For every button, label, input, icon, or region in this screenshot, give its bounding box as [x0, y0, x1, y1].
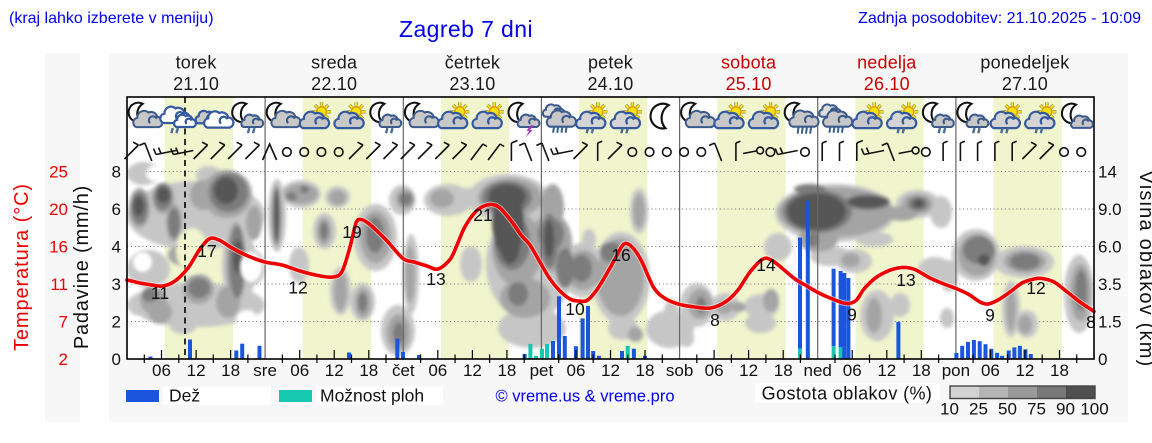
svg-text:8: 8: [1086, 312, 1096, 332]
svg-text:100: 100: [1080, 400, 1108, 419]
svg-text:06: 06: [981, 361, 1000, 380]
svg-text:© vreme.us & vreme.pro: © vreme.us & vreme.pro: [495, 388, 674, 406]
svg-text:12: 12: [187, 361, 206, 380]
svg-text:pet: pet: [530, 361, 554, 380]
svg-text:21: 21: [473, 205, 492, 225]
svg-text:Možnost ploh: Možnost ploh: [320, 386, 424, 406]
svg-text:12: 12: [325, 361, 344, 380]
svg-text:75: 75: [1027, 400, 1046, 419]
svg-text:Zadnja posodobitev: 21.10.2025: Zadnja posodobitev: 21.10.2025 - 10:09: [858, 10, 1141, 27]
svg-text:17: 17: [197, 241, 216, 261]
svg-text:Dež: Dež: [169, 386, 200, 406]
svg-text:1.5: 1.5: [1098, 313, 1122, 332]
svg-text:6.0: 6.0: [1098, 238, 1122, 257]
svg-text:Gostota oblakov (%): Gostota oblakov (%): [762, 384, 933, 404]
svg-text:8: 8: [710, 310, 720, 330]
svg-text:0: 0: [1098, 350, 1107, 369]
svg-text:16: 16: [611, 245, 630, 265]
svg-text:Višina oblakov (km): Višina oblakov (km): [1135, 171, 1152, 368]
svg-text:11: 11: [50, 275, 68, 294]
svg-text:12: 12: [601, 361, 620, 380]
svg-text:ned: ned: [804, 361, 832, 380]
svg-text:10: 10: [940, 400, 959, 419]
svg-text:18: 18: [636, 361, 655, 380]
svg-text:14: 14: [1098, 163, 1117, 182]
svg-text:13: 13: [426, 269, 445, 289]
svg-text:8: 8: [112, 163, 121, 182]
svg-text:pon: pon: [942, 361, 970, 380]
svg-text:9: 9: [985, 305, 995, 325]
svg-text:čet: čet: [392, 361, 415, 380]
svg-text:Temperatura (°C): Temperatura (°C): [11, 183, 33, 351]
svg-text:18: 18: [359, 361, 378, 380]
svg-text:10: 10: [565, 299, 585, 319]
svg-text:13: 13: [896, 270, 915, 290]
svg-text:25.10: 25.10: [726, 74, 772, 94]
svg-text:12: 12: [463, 361, 482, 380]
svg-text:12: 12: [1026, 278, 1045, 298]
svg-text:18: 18: [221, 361, 240, 380]
svg-text:(kraj lahko izberete v meniju): (kraj lahko izberete v meniju): [9, 10, 214, 27]
svg-text:23.10: 23.10: [449, 74, 495, 94]
svg-text:24.10: 24.10: [587, 74, 633, 94]
svg-text:četrtek: četrtek: [445, 53, 501, 73]
svg-text:petek: petek: [588, 53, 634, 73]
svg-text:25: 25: [969, 400, 988, 419]
svg-text:90: 90: [1056, 400, 1075, 419]
svg-text:25: 25: [49, 163, 68, 182]
svg-text:Padavine (mm/h): Padavine (mm/h): [71, 185, 93, 349]
svg-text:2: 2: [112, 313, 121, 332]
svg-text:18: 18: [774, 361, 793, 380]
svg-text:nedelja: nedelja: [857, 53, 917, 73]
svg-text:6: 6: [112, 200, 121, 219]
svg-text:16: 16: [49, 238, 68, 257]
svg-text:sre: sre: [253, 361, 277, 380]
svg-text:12: 12: [739, 361, 758, 380]
svg-text:0: 0: [112, 350, 121, 369]
svg-text:2: 2: [59, 350, 68, 369]
svg-text:ponedeljek: ponedeljek: [980, 53, 1070, 73]
svg-text:06: 06: [567, 361, 586, 380]
svg-text:sreda: sreda: [311, 53, 358, 73]
svg-text:18: 18: [1050, 361, 1069, 380]
svg-text:26.10: 26.10: [864, 74, 910, 94]
svg-text:50: 50: [998, 400, 1017, 419]
svg-text:11: 11: [151, 283, 169, 303]
svg-text:12: 12: [288, 278, 307, 298]
svg-text:06: 06: [290, 361, 309, 380]
svg-text:torek: torek: [176, 53, 218, 73]
svg-text:7: 7: [59, 313, 68, 332]
svg-text:9.0: 9.0: [1098, 200, 1122, 219]
svg-text:9: 9: [847, 305, 857, 325]
svg-text:18: 18: [912, 361, 931, 380]
svg-text:21.10: 21.10: [173, 74, 219, 94]
svg-text:19: 19: [342, 222, 361, 242]
svg-text:18: 18: [497, 361, 516, 380]
svg-text:06: 06: [152, 361, 171, 380]
svg-text:Zagreb 7 dni: Zagreb 7 dni: [399, 16, 533, 42]
svg-text:20: 20: [49, 200, 68, 219]
svg-text:27.10: 27.10: [1002, 74, 1048, 94]
svg-text:3.5: 3.5: [1098, 275, 1122, 294]
svg-text:06: 06: [428, 361, 447, 380]
svg-text:sob: sob: [666, 361, 693, 380]
svg-text:14: 14: [756, 255, 776, 275]
svg-text:06: 06: [705, 361, 724, 380]
svg-text:3: 3: [112, 275, 121, 294]
svg-text:4: 4: [112, 238, 121, 257]
svg-text:12: 12: [877, 361, 896, 380]
svg-text:22.10: 22.10: [311, 74, 357, 94]
svg-text:06: 06: [843, 361, 862, 380]
svg-text:12: 12: [1015, 361, 1034, 380]
svg-text:sobota: sobota: [721, 53, 777, 73]
